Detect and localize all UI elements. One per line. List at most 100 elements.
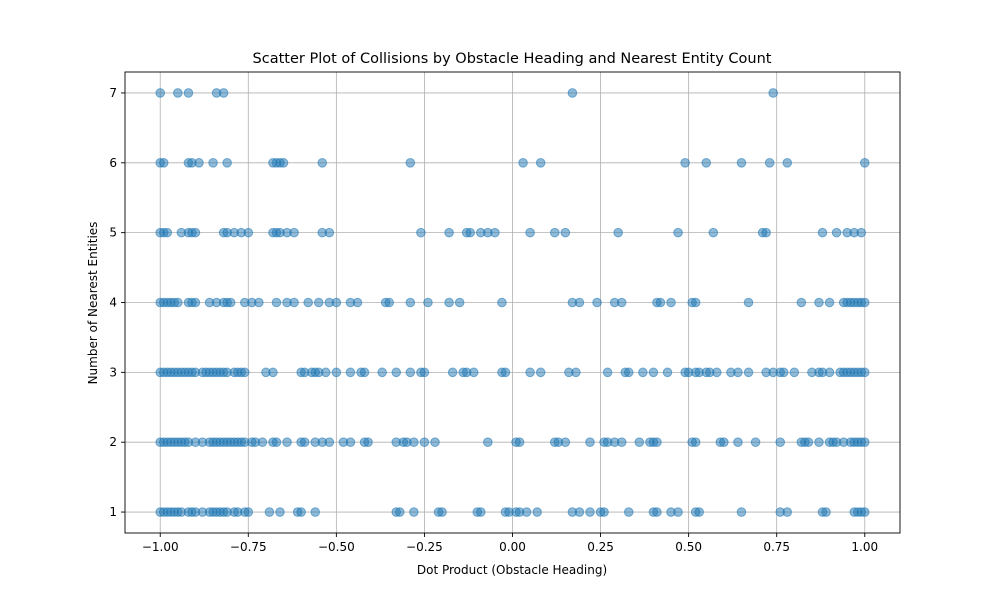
scatter-point	[447, 367, 458, 378]
scatter-point	[158, 158, 169, 168]
x-tick-label: 0.75	[763, 540, 790, 554]
scatter-point	[567, 88, 578, 98]
y-tick-label: 3	[109, 365, 117, 379]
scatter-point	[701, 158, 712, 168]
y-tick-label: 5	[109, 226, 117, 240]
scatter-point	[680, 158, 690, 168]
scatter-point	[652, 507, 662, 517]
scatter-point	[690, 437, 701, 447]
x-tick-label: 0.00	[499, 540, 526, 554]
scatter-point	[824, 367, 835, 378]
scatter-point	[384, 297, 395, 308]
scatter-point	[796, 297, 807, 308]
x-tick-label: −0.50	[318, 540, 355, 554]
scatter-point	[518, 158, 528, 168]
scatter-point	[736, 158, 747, 168]
scatter-point	[803, 437, 814, 447]
scatter-point	[690, 297, 701, 308]
scatter-point	[268, 367, 278, 378]
scatter-point	[454, 297, 465, 308]
scatter-point	[778, 367, 789, 378]
scatter-point	[616, 437, 627, 447]
scatter-point	[345, 437, 356, 447]
scatter-point	[736, 507, 747, 517]
scatter-point	[324, 437, 335, 447]
scatter-point	[490, 227, 500, 238]
scatter-point	[623, 507, 634, 517]
scatter-point	[613, 227, 623, 238]
scatter-point	[405, 297, 416, 308]
scatter-point	[856, 227, 867, 238]
scatter-point	[468, 367, 479, 378]
scatter-point	[497, 297, 507, 308]
scatter-point	[782, 158, 793, 168]
scatter-point	[271, 437, 282, 447]
scatter-point	[571, 367, 581, 378]
scatter-point	[243, 507, 254, 517]
scatter-point	[444, 297, 454, 308]
scatter-point	[733, 367, 743, 378]
scatter-point	[430, 437, 440, 447]
scatter-point	[712, 367, 722, 378]
scatter-point	[239, 367, 250, 378]
scatter-point	[652, 437, 662, 447]
scatter-point	[789, 367, 800, 378]
scatter-point	[824, 297, 835, 308]
scatter-point	[638, 367, 648, 378]
scatter-point	[317, 158, 328, 168]
x-tick-label: 1.00	[851, 540, 878, 554]
scatter-point	[173, 297, 183, 308]
scatter-point	[859, 297, 870, 308]
scatter-point	[278, 158, 289, 168]
scatter-point	[535, 367, 546, 378]
scatter-point	[271, 297, 282, 308]
scatter-point	[743, 367, 754, 378]
scatter-point	[585, 507, 595, 517]
scatter-point	[592, 297, 602, 308]
data-points	[155, 88, 870, 517]
scatter-point	[475, 507, 486, 517]
scatter-point	[574, 297, 585, 308]
scatter-point	[162, 227, 173, 238]
scatter-point	[662, 367, 673, 378]
scatter-point	[514, 437, 525, 447]
x-tick-label: 0.50	[675, 540, 702, 554]
scatter-point	[359, 367, 370, 378]
scatter-point	[694, 507, 705, 517]
scatter-point	[814, 297, 824, 308]
scatter-point	[859, 437, 870, 447]
scatter-point	[761, 227, 771, 238]
scatter-point	[560, 437, 571, 447]
scatter-point	[859, 367, 870, 378]
scatter-point	[303, 297, 313, 308]
scatter-point	[775, 437, 786, 447]
scatter-point	[331, 297, 342, 308]
scatter-point	[666, 297, 676, 308]
scatter-point	[585, 437, 595, 447]
x-tick-label: −1.00	[142, 540, 179, 554]
scatter-point	[243, 227, 254, 238]
scatter-point	[444, 227, 454, 238]
scatter-point	[299, 437, 310, 447]
scatter-point	[768, 88, 778, 98]
scatter-point	[574, 507, 585, 517]
scatter-point	[194, 158, 204, 168]
scatter-point	[743, 297, 754, 308]
scatter-point	[423, 297, 433, 308]
scatter-point	[521, 507, 532, 517]
scatter-point	[289, 297, 299, 308]
scatter-point	[377, 367, 387, 378]
scatter-point	[331, 367, 342, 378]
x-axis-ticks: −1.00 −0.75 −0.50 −0.25 0.00 0.25 0.50 0.75 1.00	[142, 533, 878, 554]
scatter-point	[616, 297, 627, 308]
scatter-point	[719, 437, 729, 447]
chart-title: Scatter Plot of Collisions by Obstacle H…	[253, 51, 772, 67]
scatter-point	[190, 227, 201, 238]
scatter-point	[257, 437, 268, 447]
scatter-point	[821, 507, 831, 517]
scatter-point	[352, 297, 363, 308]
scatter-point	[183, 88, 194, 98]
scatter-point	[859, 507, 870, 517]
scatter-point	[391, 367, 402, 378]
scatter-point	[817, 227, 828, 238]
